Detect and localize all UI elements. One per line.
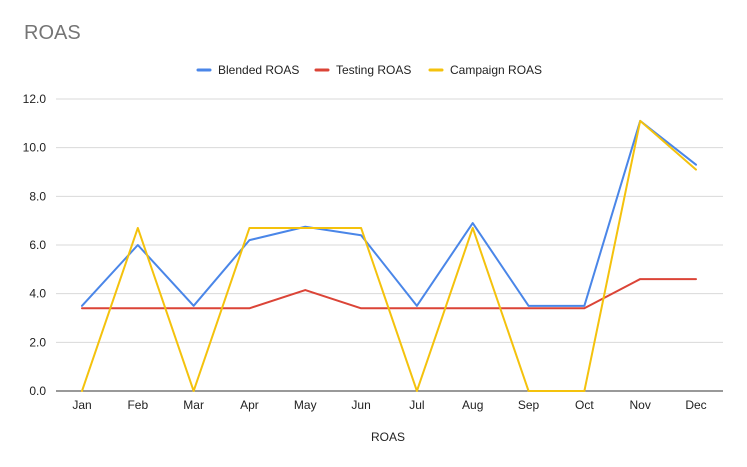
x-tick-label: Jul <box>409 398 424 412</box>
x-axis-ticks: Jan Feb Mar Apr May Jun Jul Aug Sep Oct Nov Dec <box>72 398 706 412</box>
x-tick-label: Feb <box>127 398 148 412</box>
y-tick-label: 12.0 <box>23 92 47 106</box>
y-tick-label: 8.0 <box>29 189 46 203</box>
y-axis-ticks: 0.0 2.0 4.0 6.0 8.0 10.0 12.0 <box>23 92 47 398</box>
legend-label: Testing ROAS <box>336 63 411 77</box>
series-lines <box>81 119 697 392</box>
x-tick-label: Mar <box>183 398 204 412</box>
x-tick-label: Jun <box>351 398 370 412</box>
chart-title: ROAS <box>24 22 81 44</box>
y-tick-label: 0.0 <box>29 384 46 398</box>
y-tick-label: 10.0 <box>23 141 47 155</box>
series-line-blended-roas <box>81 119 697 307</box>
x-axis-label: ROAS <box>371 430 405 444</box>
x-tick-label: Sep <box>518 398 540 412</box>
x-tick-label: Apr <box>240 398 259 412</box>
gridlines <box>56 98 723 392</box>
x-tick-label: May <box>294 398 317 412</box>
series-line-campaign-roas <box>81 119 697 392</box>
y-tick-label: 2.0 <box>29 335 46 349</box>
x-tick-label: Dec <box>685 398 706 412</box>
x-tick-label: Aug <box>462 398 483 412</box>
legend-label: Campaign ROAS <box>450 63 542 77</box>
y-tick-label: 4.0 <box>29 287 46 301</box>
y-tick-label: 6.0 <box>29 238 46 252</box>
x-tick-label: Jan <box>72 398 91 412</box>
x-tick-label: Nov <box>630 398 651 412</box>
legend-label: Blended ROAS <box>218 63 299 77</box>
legend: Blended ROAS Testing ROAS Campaign ROAS <box>196 63 542 77</box>
x-tick-label: Oct <box>575 398 594 412</box>
